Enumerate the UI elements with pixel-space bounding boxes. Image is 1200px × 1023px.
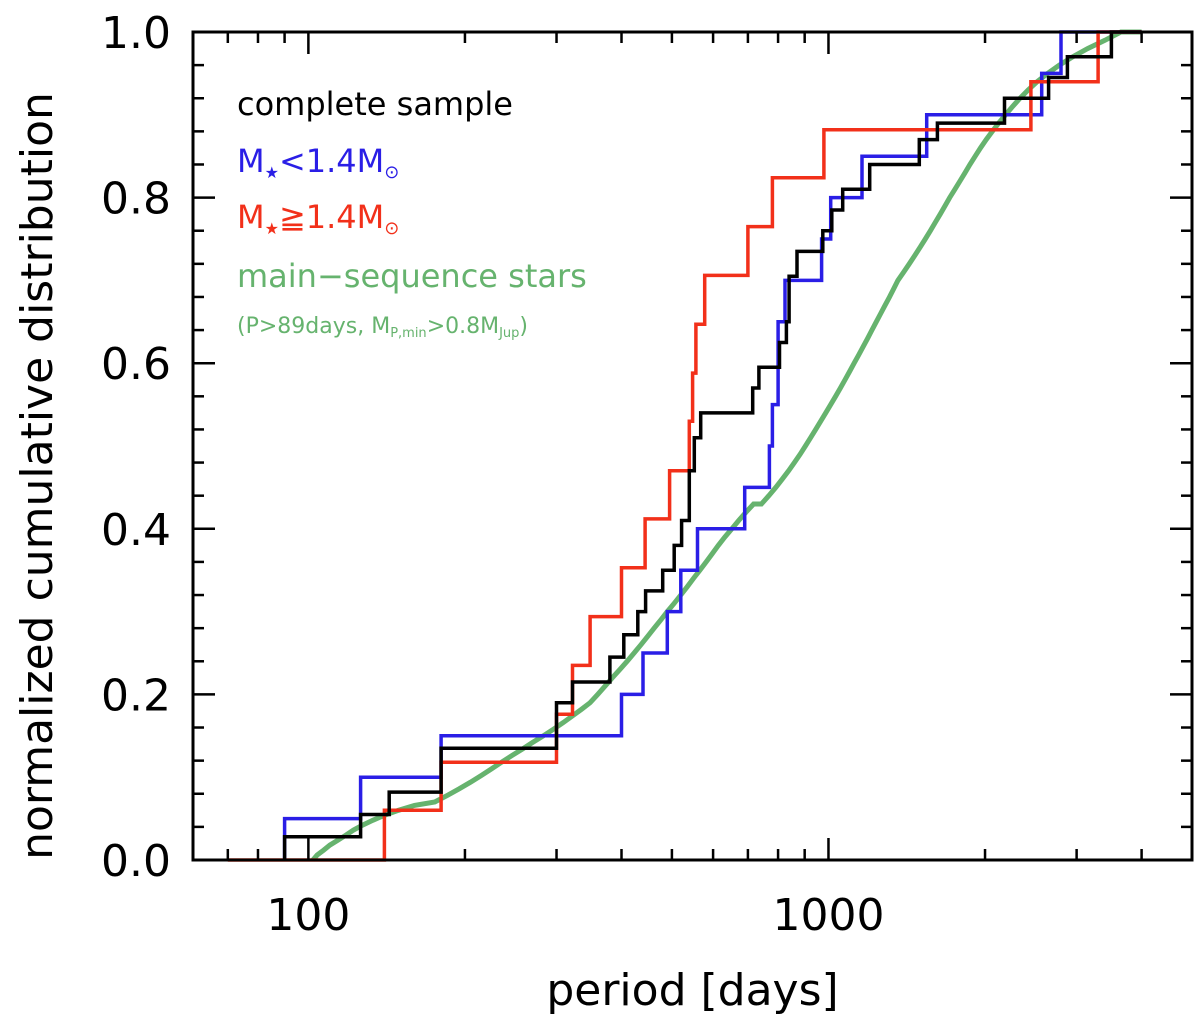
plot-frame — [191, 30, 1194, 862]
y-tick-label: 0.6 — [101, 339, 171, 390]
legend-low-mass: M★<1.4M⊙ — [237, 142, 399, 183]
y-tick-label: 0.2 — [101, 670, 171, 721]
series-line-complete-sample — [282, 30, 1142, 860]
series-line-low-mass — [282, 30, 1142, 860]
y-axis-title: normalized cumulative distribution — [12, 92, 63, 860]
series-layer — [227, 29, 1142, 862]
legend-main-sequence: main−sequence stars — [237, 257, 587, 295]
legend-high-mass: M★≧1.4M⊙ — [237, 198, 399, 239]
series-line-main-sequence — [311, 29, 1142, 862]
y-tick-label: 0.0 — [101, 836, 171, 887]
x-tick-label: 100 — [266, 890, 350, 941]
y-tick-label: 0.4 — [101, 505, 171, 556]
x-axis-title: period [days] — [546, 965, 838, 1016]
legend: complete sample M★<1.4M⊙ M★≧1.4M⊙ main−s… — [237, 85, 587, 341]
x-tick-label: 1000 — [772, 890, 884, 941]
ticks-layer — [191, 30, 1194, 862]
tick-labels: 0.0 0.2 0.4 0.6 0.8 1.0 100 1000 — [101, 8, 884, 941]
legend-complete-sample: complete sample — [237, 85, 513, 123]
y-tick-label: 1.0 — [101, 8, 171, 59]
legend-main-sequence-note: (P>89days, MP,min>0.8MJup) — [237, 314, 528, 341]
y-tick-label: 0.8 — [101, 174, 171, 225]
